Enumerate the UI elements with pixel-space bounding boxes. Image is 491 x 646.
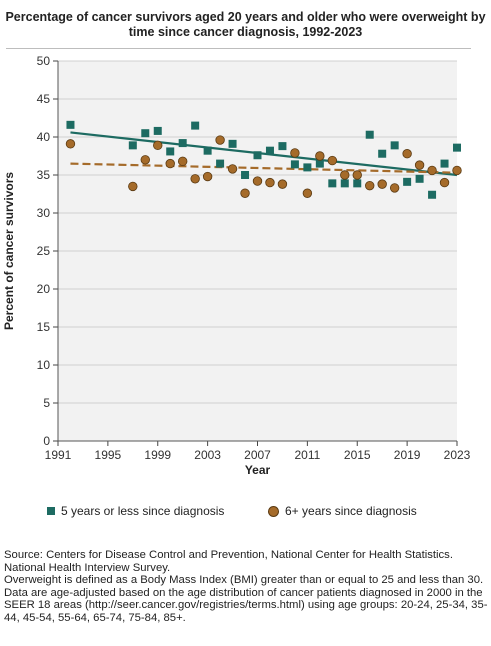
data-point-circle <box>177 156 188 167</box>
data-point-circle <box>265 177 275 188</box>
data-point-square <box>290 160 299 169</box>
data-point-circle <box>315 151 325 161</box>
data-point-square <box>428 190 437 199</box>
y-tick-label: 10 <box>37 358 51 372</box>
x-axis-label: Year <box>245 463 271 477</box>
data-point-square <box>66 120 75 129</box>
data-point-square <box>253 151 262 160</box>
data-point-square <box>378 149 387 158</box>
data-point-square <box>128 141 137 150</box>
data-point-circle <box>165 158 175 169</box>
data-point-circle <box>65 139 76 149</box>
square-marker-icon <box>47 507 55 515</box>
legend-item-6-plus-years: 6+ years since diagnosis <box>268 504 417 518</box>
data-point-circle <box>202 171 213 182</box>
y-tick-label: 15 <box>37 320 51 334</box>
x-tick-label: 1995 <box>95 448 122 462</box>
chart-title: Percentage of cancer survivors aged 20 y… <box>5 10 486 39</box>
trend-line-series-1 <box>70 131 458 177</box>
footnote-definition: Overweight is defined as a Body Mass Ind… <box>4 574 484 587</box>
x-tick-label: 2015 <box>344 448 371 462</box>
data-point-square <box>153 126 162 135</box>
data-points <box>65 120 462 199</box>
data-point-circle <box>402 149 412 159</box>
data-point-square <box>328 179 337 188</box>
legend-label: 6+ years since diagnosis <box>285 504 417 518</box>
data-point-square <box>216 159 225 168</box>
axes <box>53 60 458 446</box>
data-point-circle <box>252 176 263 186</box>
x-tick-label: 2011 <box>294 448 320 462</box>
data-point-circle <box>427 165 437 176</box>
y-axis-label: Percent of cancer survivors <box>2 172 16 330</box>
data-point-circle <box>302 188 313 198</box>
y-tick-label: 20 <box>37 282 51 296</box>
data-point-square <box>203 146 212 155</box>
trend-line-series-2 <box>70 162 458 174</box>
data-point-circle <box>439 177 450 188</box>
data-point-square <box>278 142 287 151</box>
circle-marker-icon <box>268 505 279 517</box>
footnote-method: Data are age-adjusted based on the age d… <box>4 586 488 624</box>
data-point-square <box>191 121 200 130</box>
data-point-square <box>403 177 412 186</box>
data-point-circle <box>140 155 150 165</box>
data-point-square <box>365 130 374 139</box>
x-tick-label: 2007 <box>244 448 271 462</box>
data-point-square <box>228 139 237 148</box>
data-point-square <box>241 171 250 179</box>
chart-area: 0 5 10 15 20 25 30 35 40 45 50 1991 1995 1999 2003 2007… <box>2 54 471 477</box>
data-point-circle <box>240 188 250 198</box>
y-tick-label: 35 <box>37 168 51 182</box>
footnotes: Source: Centers for Disease Control and … <box>4 549 488 625</box>
data-point-circle <box>153 140 163 151</box>
y-tick-label: 25 <box>37 244 51 258</box>
gridlines <box>58 60 457 442</box>
footnote-source: Source: Centers for Disease Control and … <box>4 549 453 574</box>
trend-lines <box>70 131 458 177</box>
data-point-square <box>415 174 424 183</box>
data-point-square <box>166 147 175 156</box>
y-tick-label: 5 <box>43 396 50 410</box>
data-point-circle <box>290 148 300 158</box>
data-point-circle <box>352 170 362 180</box>
x-tick-label: 2019 <box>394 448 421 462</box>
data-point-circle <box>389 183 400 193</box>
data-point-circle <box>190 174 200 184</box>
data-point-square <box>265 146 274 155</box>
data-point-square <box>390 141 399 150</box>
data-point-circle <box>414 160 425 170</box>
legend-item-5-years-or-less: 5 years or less since diagnosis <box>47 504 224 518</box>
data-point-square <box>353 179 362 188</box>
data-point-square <box>303 163 312 172</box>
tick-labels: 0 5 10 15 20 25 30 35 40 45 50 1991 1995 1999 2003 2007… <box>37 54 471 462</box>
x-tick-label: 2023 <box>444 448 471 462</box>
title-divider <box>6 48 471 49</box>
y-tick-label: 40 <box>37 130 51 144</box>
data-point-circle <box>452 165 462 176</box>
data-point-square <box>178 139 187 148</box>
legend: 5 years or less since diagnosis 6+ years… <box>0 504 491 526</box>
y-tick-label: 30 <box>37 206 51 220</box>
data-point-circle <box>227 164 238 174</box>
data-point-square <box>340 179 349 188</box>
data-point-circle <box>340 170 350 180</box>
data-point-circle <box>365 180 375 191</box>
y-tick-label: 0 <box>43 434 50 448</box>
data-point-circle <box>377 179 387 189</box>
data-point-square <box>315 159 324 168</box>
data-point-circle <box>327 155 338 166</box>
x-tick-label: 1991 <box>45 448 72 462</box>
y-tick-label: 45 <box>37 92 51 106</box>
data-point-square <box>141 129 150 138</box>
x-tick-label: 2003 <box>194 448 221 462</box>
legend-label: 5 years or less since diagnosis <box>61 504 225 518</box>
data-point-circle <box>215 135 225 145</box>
data-point-circle <box>128 181 138 192</box>
y-tick-label: 50 <box>37 54 51 68</box>
data-point-square <box>453 143 461 152</box>
x-tick-label: 1999 <box>144 448 171 462</box>
data-point-circle <box>277 179 288 189</box>
data-point-square <box>440 159 449 168</box>
